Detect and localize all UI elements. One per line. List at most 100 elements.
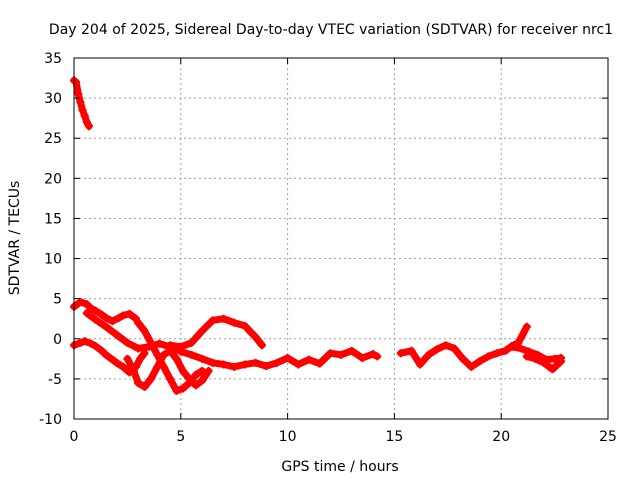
data-point	[416, 360, 425, 369]
x-tick-label: 25	[599, 429, 617, 445]
data-point	[87, 339, 96, 348]
data-point	[475, 357, 484, 366]
data-point	[97, 346, 106, 355]
data-point	[522, 322, 531, 331]
data-point	[112, 330, 121, 339]
x-axis-label: GPS time / hours	[281, 459, 398, 475]
data-point	[294, 360, 303, 369]
data-point	[458, 354, 467, 363]
data-point	[198, 366, 207, 375]
data-point	[507, 342, 516, 351]
data-point	[146, 374, 155, 383]
data-point	[522, 352, 531, 361]
data-point	[272, 358, 281, 367]
data-point	[178, 384, 187, 393]
data-point	[78, 106, 87, 115]
data-point	[198, 326, 207, 335]
data-point	[119, 362, 128, 371]
data-point	[76, 98, 85, 107]
data-point	[140, 382, 149, 391]
data-point	[441, 341, 450, 350]
data-point	[467, 362, 476, 371]
data-point	[369, 350, 378, 359]
data-point	[187, 350, 196, 359]
data-point	[102, 350, 111, 359]
data-point	[518, 330, 527, 339]
data-point	[262, 362, 271, 371]
data-point	[187, 338, 196, 347]
data-point	[198, 354, 207, 363]
axis-ticks: 0 5 10 15 20 25 -10 -5 0 5 10 15 20 25 30 35	[39, 51, 617, 445]
data-point	[251, 358, 260, 367]
data-point	[134, 378, 143, 387]
chart-title: Day 204 of 2025, Sidereal Day-to-day VTE…	[49, 22, 613, 38]
data-point	[257, 341, 266, 350]
data-point	[125, 309, 134, 318]
y-tick-label: 30	[44, 91, 62, 107]
y-tick-label: -10	[39, 412, 62, 428]
series-track-j	[522, 352, 566, 374]
data-point	[74, 90, 83, 99]
data-point	[191, 381, 200, 390]
y-tick-label: 15	[44, 211, 62, 227]
data-point	[283, 354, 292, 363]
data-point	[134, 318, 143, 327]
data-point	[91, 306, 100, 315]
y-tick-label: -5	[48, 372, 62, 388]
data-point	[172, 354, 181, 363]
data-point	[114, 313, 123, 322]
series-track-f	[134, 318, 207, 395]
y-tick-label: 25	[44, 131, 62, 147]
data-point	[102, 313, 111, 322]
data-point	[230, 362, 239, 371]
y-tick-label: 0	[53, 332, 62, 348]
plot-frame	[73, 57, 609, 420]
data-point	[134, 344, 143, 353]
data-point	[97, 310, 106, 319]
data-point	[539, 358, 548, 367]
data-point	[82, 309, 91, 318]
data-point	[82, 300, 91, 309]
data-point	[240, 360, 249, 369]
y-tick-label: 10	[44, 252, 62, 268]
data-point	[155, 339, 164, 348]
data-point	[123, 338, 132, 347]
data-point	[326, 349, 335, 358]
data-point	[191, 370, 200, 379]
y-tick-label: 5	[53, 292, 62, 308]
data-point	[501, 346, 510, 355]
data-point	[119, 311, 128, 320]
data-point	[347, 346, 356, 355]
x-tick-label: 15	[385, 429, 403, 445]
data-point	[129, 366, 138, 375]
series-track-g	[166, 314, 266, 351]
data-point	[166, 374, 175, 383]
y-tick-label: 20	[44, 171, 62, 187]
data-point	[76, 297, 85, 306]
data-point	[219, 314, 228, 323]
series-track-d	[82, 309, 382, 371]
data-point	[208, 358, 217, 367]
data-point	[176, 342, 185, 351]
data-point	[219, 360, 228, 369]
data-point	[136, 354, 145, 363]
data-point	[84, 122, 93, 131]
data-point	[102, 322, 111, 331]
data-point	[424, 350, 433, 359]
data-point	[80, 337, 89, 346]
data-point	[87, 304, 96, 313]
data-point	[557, 357, 566, 366]
series-track-a	[70, 76, 93, 131]
data-point	[358, 354, 367, 363]
data-point	[484, 352, 493, 361]
data-point	[153, 350, 162, 359]
x-tick-label: 5	[176, 429, 185, 445]
data-point	[315, 359, 324, 368]
data-point	[72, 78, 81, 87]
data-point	[516, 344, 525, 353]
data-point	[91, 341, 100, 350]
data-point	[146, 338, 155, 347]
data-point	[337, 350, 345, 359]
